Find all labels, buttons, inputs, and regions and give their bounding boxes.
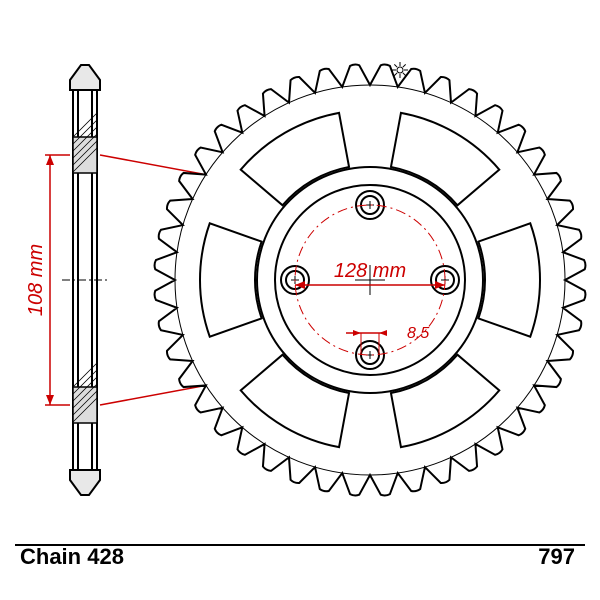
dim-108: 108 mm <box>25 244 47 316</box>
chain-spec-label: Chain 428 <box>20 544 124 569</box>
dim-128: 128 mm <box>334 260 406 282</box>
dim-8-5: 8.5 <box>407 325 429 342</box>
part-number-label: 797 <box>538 544 575 569</box>
alignment-mark <box>392 62 408 78</box>
sprocket-front-view: 128 mm 8.5 <box>155 65 586 496</box>
